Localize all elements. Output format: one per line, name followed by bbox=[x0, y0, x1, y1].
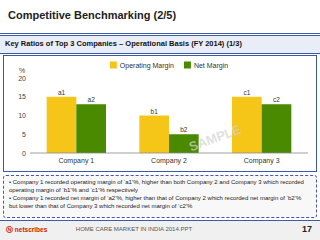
data-label: c2 bbox=[273, 96, 280, 103]
bullet: • Company 1 recorded operating margin of… bbox=[9, 179, 311, 194]
x-tick-label: Company 3 bbox=[244, 157, 280, 165]
chart: 0 5 10 15 20% Company 1 Company 2 Company 3SAMP… bbox=[4, 56, 316, 171]
chart-box: 0 5 10 15 20% Company 1 Company 2 Company 3SAMP… bbox=[3, 55, 317, 172]
data-label: b2 bbox=[180, 126, 188, 133]
y-axis-label: % bbox=[19, 67, 25, 74]
legend-swatch bbox=[110, 62, 117, 69]
y-tick-label: 20 bbox=[18, 75, 26, 82]
page-number: 17 bbox=[302, 224, 312, 234]
data-label: a1 bbox=[58, 89, 66, 96]
header: Competitive Benchmarking (2/5) bbox=[0, 0, 320, 34]
subtitle-bar: Key Ratios of Top 3 Companies – Operatio… bbox=[0, 35, 320, 54]
x-tick-label: Company 2 bbox=[151, 157, 187, 165]
x-tick-label: Company 1 bbox=[58, 157, 94, 165]
legend: Operating Margin Net Margin bbox=[110, 62, 228, 70]
bar bbox=[47, 97, 77, 153]
y-tick-label: 0 bbox=[22, 150, 26, 157]
bullet: • Company 1 recorded net margin of ‘a2’%… bbox=[9, 195, 311, 210]
logo: Ⓝ netscribes bbox=[6, 226, 47, 235]
bar bbox=[262, 104, 292, 153]
bar bbox=[139, 116, 169, 154]
data-label: b1 bbox=[151, 108, 159, 115]
y-tick-label: 10 bbox=[18, 112, 26, 119]
data-label: c1 bbox=[243, 89, 250, 96]
bar bbox=[76, 104, 106, 153]
title: Competitive Benchmarking (2/5) bbox=[8, 9, 176, 21]
footer-center: HOME CARE MARKET IN INDIA 2014.PPT bbox=[76, 226, 192, 232]
footer: Ⓝ netscribes HOME CARE MARKET IN INDIA 2… bbox=[0, 220, 320, 240]
legend-entry: Net Margin bbox=[194, 62, 228, 70]
bullets: • Company 1 recorded operating margin of… bbox=[3, 175, 317, 218]
y-tick-label: 15 bbox=[18, 93, 26, 100]
y-tick-label: 5 bbox=[22, 131, 26, 138]
bars bbox=[47, 97, 292, 153]
x-axis-line bbox=[30, 153, 308, 154]
legend-swatch bbox=[184, 62, 191, 69]
data-label: a2 bbox=[88, 96, 96, 103]
legend-entry: Operating Margin bbox=[120, 62, 174, 70]
subtitle: Key Ratios of Top 3 Companies – Operatio… bbox=[5, 39, 242, 48]
watermark: SAMPLE bbox=[187, 122, 243, 155]
